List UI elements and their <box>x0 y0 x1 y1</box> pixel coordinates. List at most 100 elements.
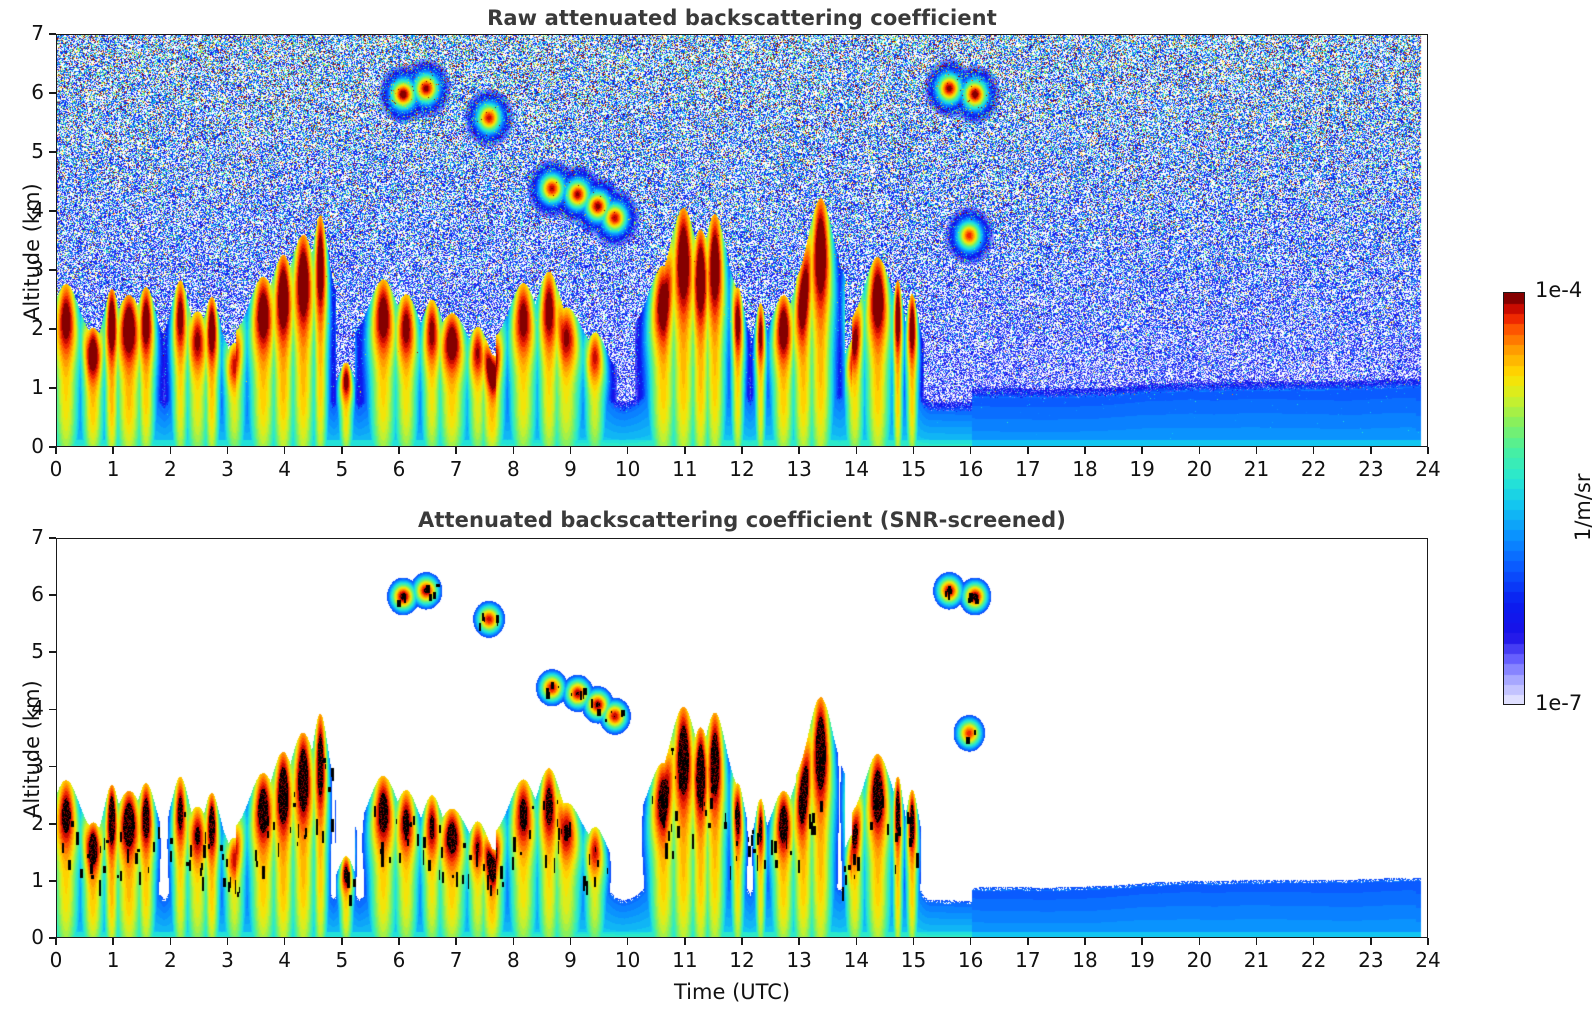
x-tick-label: 14 <box>843 457 870 481</box>
colorbar[interactable] <box>1503 292 1525 705</box>
x-tick <box>855 447 858 454</box>
x-tick <box>1027 447 1029 454</box>
y-tick-label: 4 <box>31 696 44 721</box>
x-tick-label: 11 <box>672 948 698 972</box>
x-tick-label: 12 <box>729 457 755 481</box>
x-tick <box>969 447 972 454</box>
x-tick <box>1312 938 1315 945</box>
x-tick-label: 3 <box>221 457 234 481</box>
x-tick <box>1427 938 1429 945</box>
x-tick <box>398 938 400 945</box>
x-tick-label: 16 <box>957 457 984 481</box>
y-tick-label: 6 <box>31 80 44 104</box>
x-tick-label: 1 <box>106 948 120 972</box>
y-tick-label: 7 <box>31 525 44 549</box>
x-tick-label: 17 <box>1015 457 1041 481</box>
panel-title-raw: Raw attenuated backscattering coefficien… <box>487 6 997 30</box>
x-tick <box>1255 447 1258 454</box>
colorbar-min-label: 1e-7 <box>1535 691 1583 715</box>
x-tick-label: 13 <box>786 457 812 481</box>
x-tick <box>912 938 915 945</box>
colorbar-max-label: 1e-4 <box>1535 278 1583 302</box>
y-tick <box>49 210 56 212</box>
x-tick <box>455 447 457 454</box>
y-tick <box>49 446 56 448</box>
x-tick-label: 7 <box>449 457 463 481</box>
x-tick-label: 1 <box>106 457 120 481</box>
y-tick-label: 0 <box>31 925 44 949</box>
x-tick <box>1198 938 1201 945</box>
y-tick <box>49 92 56 94</box>
y-tick <box>49 765 56 768</box>
x-tick-label: 15 <box>900 948 927 972</box>
x-tick-label: 22 <box>1300 457 1327 481</box>
colorbar-unit-label: 1/m/sr <box>1571 472 1595 541</box>
x-tick <box>684 938 686 945</box>
x-tick <box>798 938 800 945</box>
x-tick-label: 0 <box>49 948 63 972</box>
y-tick-label: 5 <box>31 639 44 664</box>
x-tick <box>1312 447 1315 454</box>
x-tick-label: 6 <box>392 948 406 972</box>
y-tick-label: 0 <box>31 434 44 458</box>
x-tick <box>1141 938 1143 945</box>
x-tick <box>1084 447 1086 454</box>
x-tick <box>969 938 972 945</box>
y-tick <box>49 651 56 654</box>
x-tick <box>1141 447 1143 454</box>
plot-area-screened[interactable] <box>56 538 1428 938</box>
x-tick-label: 15 <box>900 457 927 481</box>
y-tick-label: 6 <box>31 582 44 607</box>
x-tick <box>398 447 400 454</box>
y-tick-label: 2 <box>31 316 44 340</box>
x-tick-label: 24 <box>1415 948 1441 972</box>
x-tick <box>1027 938 1029 945</box>
x-tick <box>283 938 286 945</box>
x-tick-label: 10 <box>614 948 641 972</box>
x-tick <box>1198 447 1201 454</box>
x-tick-label: 2 <box>163 457 177 481</box>
panel-title-screened: Attenuated backscattering coefficient (S… <box>418 508 1066 532</box>
y-tick-label: 3 <box>31 257 44 281</box>
x-tick-label: 22 <box>1300 948 1327 972</box>
x-tick <box>55 938 57 945</box>
y-tick <box>49 537 56 539</box>
x-tick <box>112 447 114 454</box>
x-tick-label: 8 <box>506 457 520 481</box>
x-tick-label: 4 <box>278 457 292 481</box>
x-tick-label: 23 <box>1358 948 1384 972</box>
x-tick <box>512 447 515 454</box>
x-tick <box>341 447 343 454</box>
x-tick-label: 21 <box>1243 457 1270 481</box>
x-tick <box>569 938 572 945</box>
y-tick <box>49 387 56 389</box>
y-tick <box>49 822 56 825</box>
x-axis-label-time: Time (UTC) <box>674 980 791 1004</box>
x-tick-label: 19 <box>1129 948 1155 972</box>
y-tick-label: 5 <box>31 139 44 163</box>
x-tick-label: 4 <box>278 948 292 972</box>
x-tick-label: 20 <box>1186 948 1213 972</box>
y-tick <box>49 880 56 882</box>
x-tick <box>569 447 572 454</box>
x-tick <box>341 938 343 945</box>
y-tick <box>49 708 56 711</box>
y-tick <box>49 594 56 596</box>
x-tick-label: 12 <box>729 948 755 972</box>
x-tick-label: 23 <box>1358 457 1384 481</box>
x-tick <box>169 938 172 945</box>
x-tick-label: 18 <box>1072 948 1098 972</box>
x-tick <box>1427 447 1429 454</box>
x-tick <box>798 447 800 454</box>
x-tick-label: 18 <box>1072 457 1098 481</box>
x-tick-label: 7 <box>449 948 463 972</box>
x-tick <box>1370 447 1372 454</box>
x-tick <box>1255 938 1258 945</box>
plot-area-raw[interactable] <box>56 34 1428 447</box>
x-tick <box>169 447 172 454</box>
x-tick-label: 24 <box>1415 457 1441 481</box>
x-tick <box>283 447 286 454</box>
x-tick <box>912 447 915 454</box>
x-tick-label: 5 <box>335 457 349 481</box>
